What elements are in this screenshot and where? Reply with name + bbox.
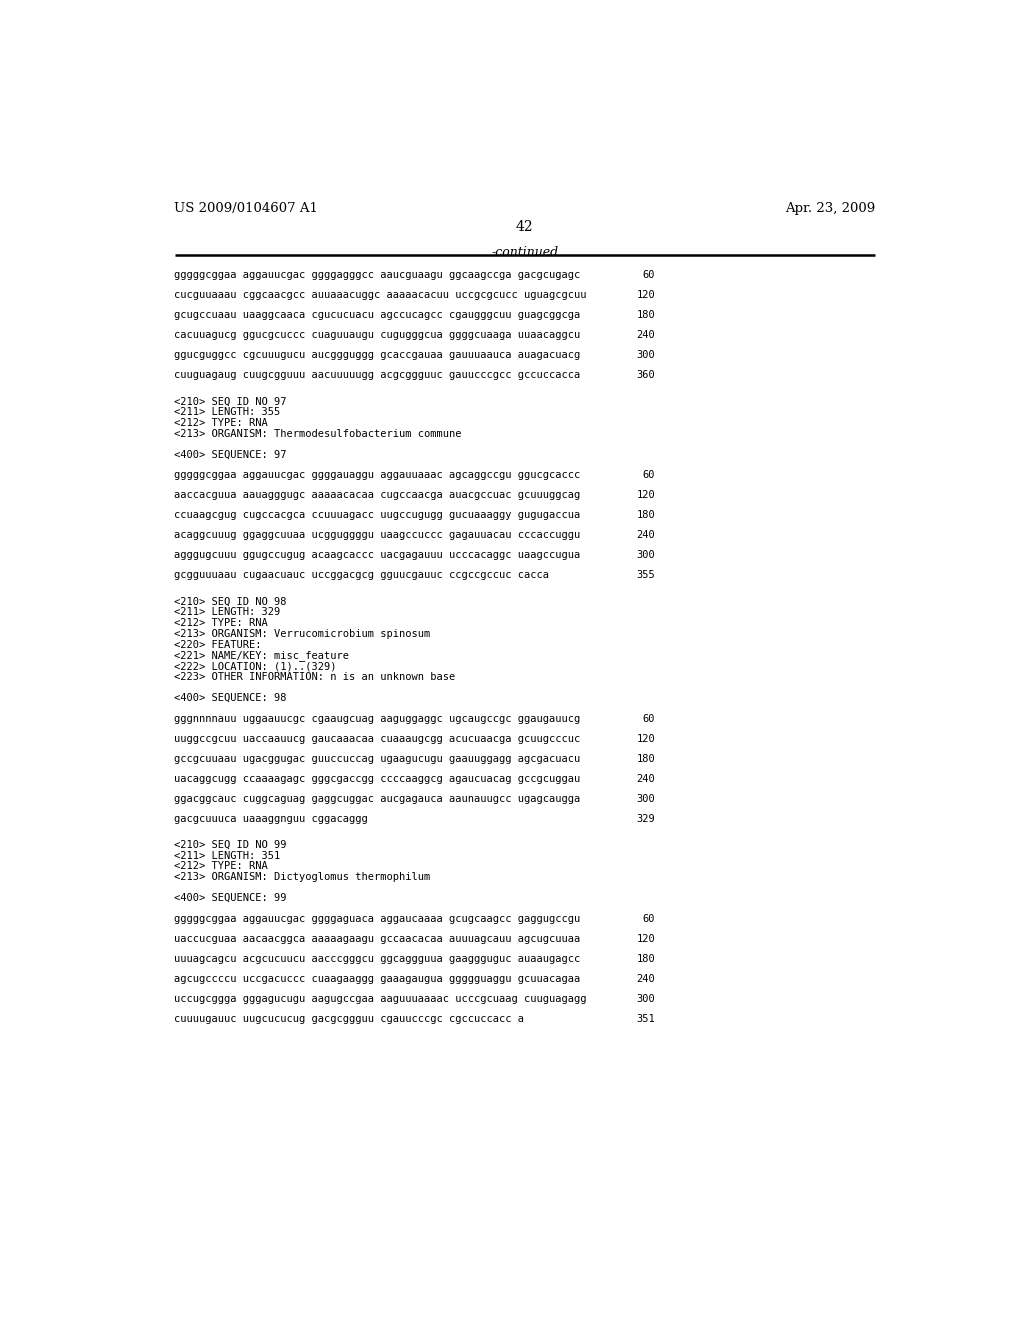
Text: 120: 120 [636, 933, 655, 944]
Text: US 2009/0104607 A1: US 2009/0104607 A1 [174, 202, 318, 215]
Text: <400> SEQUENCE: 97: <400> SEQUENCE: 97 [174, 449, 287, 459]
Text: gggggcggaa aggauucgac ggggagggcc aaucguaagu ggcaagccga gacgcugagc: gggggcggaa aggauucgac ggggagggcc aaucgua… [174, 271, 581, 280]
Text: 240: 240 [636, 774, 655, 784]
Text: ggucguggcc cgcuuugucu aucggguggg gcaccgauaa gauuuaauca auagacuacg: ggucguggcc cgcuuugucu aucggguggg gcaccga… [174, 350, 581, 360]
Text: 300: 300 [636, 350, 655, 360]
Text: <400> SEQUENCE: 98: <400> SEQUENCE: 98 [174, 693, 287, 702]
Text: 240: 240 [636, 330, 655, 341]
Text: 180: 180 [636, 754, 655, 763]
Text: gggggcggaa aggauucgac ggggaguaca aggaucaaaa gcugcaagcc gaggugccgu: gggggcggaa aggauucgac ggggaguaca aggauca… [174, 913, 581, 924]
Text: 42: 42 [516, 220, 534, 234]
Text: 351: 351 [636, 1014, 655, 1024]
Text: 60: 60 [642, 271, 655, 280]
Text: 180: 180 [636, 511, 655, 520]
Text: 240: 240 [636, 974, 655, 983]
Text: 180: 180 [636, 310, 655, 319]
Text: uaccucguaa aacaacggca aaaaagaagu gccaacacaa auuuagcauu agcugcuuaa: uaccucguaa aacaacggca aaaaagaagu gccaaca… [174, 933, 581, 944]
Text: <211> LENGTH: 351: <211> LENGTH: 351 [174, 850, 281, 861]
Text: agggugcuuu ggugccugug acaagcaccc uacgagauuu ucccacaggc uaagccugua: agggugcuuu ggugccugug acaagcaccc uacgaga… [174, 550, 581, 560]
Text: ggacggcauc cuggcaguag gaggcuggac aucgagauca aaunauugcc ugagcaugga: ggacggcauc cuggcaguag gaggcuggac aucgaga… [174, 793, 581, 804]
Text: 300: 300 [636, 793, 655, 804]
Text: gggggcggaa aggauucgac ggggauaggu aggauuaaac agcaggccgu ggucgcaccc: gggggcggaa aggauucgac ggggauaggu aggauua… [174, 470, 581, 480]
Text: <212> TYPE: RNA: <212> TYPE: RNA [174, 418, 268, 428]
Text: 240: 240 [636, 531, 655, 540]
Text: <213> ORGANISM: Verrucomicrobium spinosum: <213> ORGANISM: Verrucomicrobium spinosu… [174, 628, 431, 639]
Text: cacuuagucg ggucgcuccc cuaguuaugu cugugggcua ggggcuaaga uuaacaggcu: cacuuagucg ggucgcuccc cuaguuaugu cuguggg… [174, 330, 581, 341]
Text: 329: 329 [636, 813, 655, 824]
Text: uacaggcugg ccaaaagagc gggcgaccgg ccccaaggcg agaucuacag gccgcuggau: uacaggcugg ccaaaagagc gggcgaccgg ccccaag… [174, 774, 581, 784]
Text: 120: 120 [636, 734, 655, 743]
Text: ccuaagcgug cugccacgca ccuuuagacc uugccugugg gucuaaaggу gugugaccua: ccuaagcgug cugccacgca ccuuuagacc uugccug… [174, 511, 581, 520]
Text: cuuguagaug cuugcgguuu aacuuuuugg acgcggguuc gauucccgcc gccuccacca: cuuguagaug cuugcgguuu aacuuuuugg acgcggg… [174, 370, 581, 380]
Text: 360: 360 [636, 370, 655, 380]
Text: <210> SEQ ID NO 98: <210> SEQ ID NO 98 [174, 597, 287, 606]
Text: <212> TYPE: RNA: <212> TYPE: RNA [174, 618, 268, 628]
Text: <220> FEATURE:: <220> FEATURE: [174, 640, 262, 649]
Text: <400> SEQUENCE: 99: <400> SEQUENCE: 99 [174, 892, 287, 903]
Text: -continued: -continued [492, 246, 558, 259]
Text: <211> LENGTH: 355: <211> LENGTH: 355 [174, 407, 281, 417]
Text: <210> SEQ ID NO 99: <210> SEQ ID NO 99 [174, 840, 287, 850]
Text: gcgguuuaau cugaacuauc uccggacgcg gguucgauuc ccgccgccuc cacca: gcgguuuaau cugaacuauc uccggacgcg gguucga… [174, 570, 550, 581]
Text: 60: 60 [642, 913, 655, 924]
Text: 120: 120 [636, 290, 655, 300]
Text: cuuuugauuc uugcucucug gacgcggguu cgauucccgc cgccuccacc a: cuuuugauuc uugcucucug gacgcggguu cgauucc… [174, 1014, 524, 1024]
Text: gcugccuaau uaaggcaaca cgucucuacu agccucagcc cgaugggcuu guagcggcga: gcugccuaau uaaggcaaca cgucucuacu agccuca… [174, 310, 581, 319]
Text: 60: 60 [642, 470, 655, 480]
Text: uuuagcagcu acgcucuucu aacccgggcu ggcaggguua gaaggguguc auaaugagcc: uuuagcagcu acgcucuucu aacccgggcu ggcaggg… [174, 954, 581, 964]
Text: 355: 355 [636, 570, 655, 581]
Text: <221> NAME/KEY: misc_feature: <221> NAME/KEY: misc_feature [174, 651, 349, 661]
Text: <213> ORGANISM: Thermodesulfobacterium commune: <213> ORGANISM: Thermodesulfobacterium c… [174, 429, 462, 438]
Text: aaccacguua aauagggugc aaaaacacaa cugccaacga auacgccuac gcuuuggcag: aaccacguua aauagggugc aaaaacacaa cugccaa… [174, 490, 581, 500]
Text: 60: 60 [642, 714, 655, 723]
Text: uccugcggga gggagucugu aagugccgaa aaguuuaaaac ucccgcuaag cuuguagagg: uccugcggga gggagucugu aagugccgaa aaguuua… [174, 994, 587, 1003]
Text: <211> LENGTH: 329: <211> LENGTH: 329 [174, 607, 281, 618]
Text: 300: 300 [636, 550, 655, 560]
Text: 180: 180 [636, 954, 655, 964]
Text: <210> SEQ ID NO 97: <210> SEQ ID NO 97 [174, 396, 287, 407]
Text: <222> LOCATION: (1)..(329): <222> LOCATION: (1)..(329) [174, 661, 337, 671]
Text: uuggccgcuu uaccaauucg gaucaaacaa cuaaaugcgg acucuaacga gcuugcccuc: uuggccgcuu uaccaauucg gaucaaacaa cuaaaug… [174, 734, 581, 743]
Text: 120: 120 [636, 490, 655, 500]
Text: 300: 300 [636, 994, 655, 1003]
Text: gggnnnnauu uggaauucgc cgaaugcuag aaguggaggc ugcaugccgc ggaugauucg: gggnnnnauu uggaauucgc cgaaugcuag aagugga… [174, 714, 581, 723]
Text: <223> OTHER INFORMATION: n is an unknown base: <223> OTHER INFORMATION: n is an unknown… [174, 672, 456, 682]
Text: cucguuaaau cggcaacgcc auuaaacuggc aaaaacacuu uccgcgcucc uguagcgcuu: cucguuaaau cggcaacgcc auuaaacuggc aaaaac… [174, 290, 587, 300]
Text: gccgcuuaau ugacggugac guuccuccag ugaagucugu gaauuggagg agcgacuacu: gccgcuuaau ugacggugac guuccuccag ugaaguc… [174, 754, 581, 763]
Text: <212> TYPE: RNA: <212> TYPE: RNA [174, 862, 268, 871]
Text: <213> ORGANISM: Dictyoglomus thermophilum: <213> ORGANISM: Dictyoglomus thermophilu… [174, 873, 431, 882]
Text: Apr. 23, 2009: Apr. 23, 2009 [784, 202, 876, 215]
Text: agcugccccu uccgacuccc cuaagaaggg gaaagaugua ggggguaggu gcuuacagaa: agcugccccu uccgacuccc cuaagaaggg gaaagau… [174, 974, 581, 983]
Text: gacgcuuuca uaaaggnguu cggacaggg: gacgcuuuca uaaaggnguu cggacaggg [174, 813, 369, 824]
Text: acaggcuuug ggaggcuuaa ucgguggggu uaagccuccc gagauuacau cccaccuggu: acaggcuuug ggaggcuuaa ucgguggggu uaagccu… [174, 531, 581, 540]
